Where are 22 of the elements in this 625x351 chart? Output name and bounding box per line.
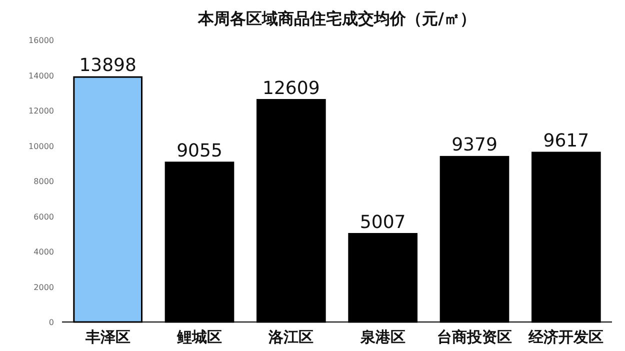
x-tick-label: 鲤城区 [176, 328, 222, 346]
y-tick-label: 8000 [34, 177, 54, 186]
data-label: 9055 [176, 140, 222, 162]
y-tick-label: 4000 [34, 248, 54, 256]
y-tick-label: 12000 [28, 106, 54, 116]
y-tick-label: 10000 [28, 142, 54, 151]
x-tick-label: 泉港区 [359, 328, 406, 346]
data-label: 9379 [452, 134, 498, 156]
data-label: 13898 [79, 55, 136, 76]
y-tick-label: 16000 [28, 36, 54, 45]
x-tick-label: 经济开发区 [528, 328, 604, 346]
chart-title: 本周各区域商品住宅成交均价（元/㎡） [197, 9, 476, 28]
x-tick-label: 丰泽区 [84, 328, 130, 346]
data-label: 9617 [543, 130, 590, 152]
y-tick-label: 6000 [34, 212, 54, 222]
data-label: 5007 [360, 212, 406, 233]
x-tick-label: 洛江区 [268, 328, 314, 346]
x-tick-label: 台商投资区 [437, 328, 512, 346]
y-tick-label: 0 [48, 318, 54, 327]
y-tick-label: 2000 [34, 282, 54, 292]
y-tick-label: 14000 [28, 71, 54, 80]
data-label: 12609 [262, 78, 320, 99]
